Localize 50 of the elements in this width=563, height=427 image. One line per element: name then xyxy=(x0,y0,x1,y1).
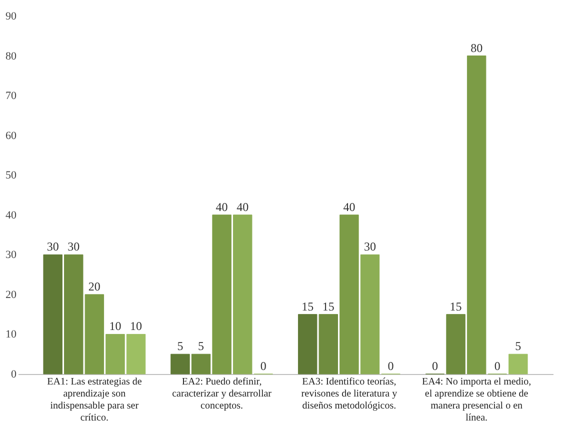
bar xyxy=(508,354,528,374)
y-tick-label: 50 xyxy=(6,170,17,182)
data-label: 5 xyxy=(515,339,522,354)
data-label: 40 xyxy=(343,200,356,214)
data-label: 40 xyxy=(216,200,228,214)
data-label: 30 xyxy=(68,240,80,254)
data-label: 5 xyxy=(198,339,204,354)
data-label: 0 xyxy=(260,359,266,373)
data-label: 10 xyxy=(130,319,142,334)
x-tick-label: EA3: Identifico teorías, revisones de literatura y diseños metodológicos. xyxy=(301,376,398,412)
data-label: 0 xyxy=(388,359,394,373)
x-tick-label: EA1: Las estrategias de aprendizaje son indispensable para ser crítico. xyxy=(47,376,142,424)
bar xyxy=(318,314,338,374)
x-tick-label: EA2: Puedo definir, caracterizar y desarrollar conceptos. xyxy=(172,376,272,412)
data-label: 80 xyxy=(470,40,483,55)
y-tick-label: 40 xyxy=(6,209,17,222)
data-label: 0 xyxy=(494,359,500,373)
data-label: 30 xyxy=(46,240,59,254)
bar xyxy=(170,354,190,374)
data-label: 5 xyxy=(177,339,184,354)
bar xyxy=(191,354,211,374)
y-tick-label: 70 xyxy=(6,90,17,102)
x-tick-label: EA4: No importa el medio, el aprendize se obtiene de manera presencial o en línea. xyxy=(422,376,532,424)
bar xyxy=(446,314,466,374)
data-label: 30 xyxy=(364,240,376,254)
bar xyxy=(106,334,125,374)
bar xyxy=(360,254,380,374)
bar xyxy=(64,254,84,374)
bar xyxy=(126,334,146,374)
y-tick-label: 90 xyxy=(6,10,17,22)
data-label: 10 xyxy=(109,319,122,334)
y-tick-label: 60 xyxy=(6,130,17,142)
bar xyxy=(43,254,62,374)
y-tick-label: 0 xyxy=(11,368,17,380)
bar xyxy=(298,314,318,374)
y-tick-label: 30 xyxy=(6,249,17,262)
data-label: 20 xyxy=(88,279,100,294)
bar xyxy=(340,214,359,374)
data-label: 15 xyxy=(302,299,314,314)
data-label: 40 xyxy=(236,200,249,214)
y-tick-label: 20 xyxy=(6,288,17,301)
bar xyxy=(84,294,104,374)
data-label: 15 xyxy=(322,299,334,314)
bar xyxy=(466,56,486,374)
y-tick-label: 80 xyxy=(6,50,17,62)
y-tick-label: 10 xyxy=(6,328,17,341)
data-label: 0 xyxy=(432,359,438,373)
bar xyxy=(233,214,252,374)
data-label: 15 xyxy=(450,299,462,314)
bar xyxy=(212,214,232,374)
